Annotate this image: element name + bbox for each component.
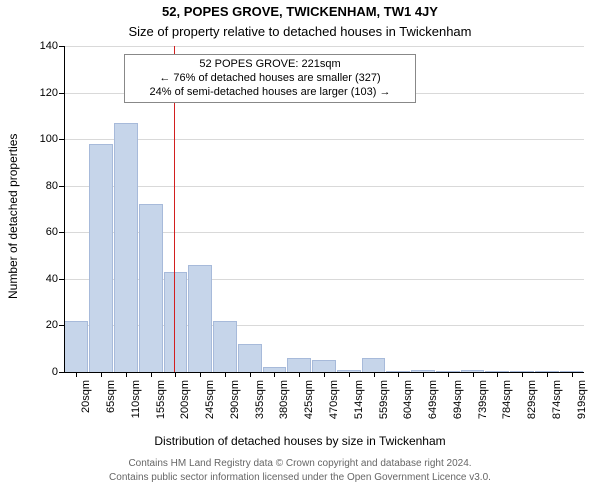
x-tick-label: 110sqm — [130, 380, 142, 434]
y-tick-label: 20 — [28, 319, 58, 331]
x-tick-label: 784sqm — [501, 380, 513, 434]
gridline — [64, 186, 584, 187]
x-tick-label: 380sqm — [278, 380, 290, 434]
x-tick-label: 604sqm — [402, 380, 414, 434]
x-tick-label: 200sqm — [179, 380, 191, 434]
histogram-bar — [287, 358, 311, 372]
y-tick-label: 60 — [28, 226, 58, 238]
x-tick-label: 155sqm — [155, 380, 167, 434]
x-tick-label: 65sqm — [105, 380, 117, 434]
y-tick-label: 120 — [28, 87, 58, 99]
y-tick-label: 80 — [28, 180, 58, 192]
x-tick-label: 290sqm — [229, 380, 241, 434]
x-tick-label: 335sqm — [254, 380, 266, 434]
footer-line-2: Contains public sector information licen… — [0, 472, 600, 483]
histogram-bar — [312, 360, 336, 372]
annotation-line: ← 76% of detached houses are smaller (32… — [131, 72, 409, 86]
x-tick-label: 470sqm — [328, 380, 340, 434]
x-tick-label: 245sqm — [204, 380, 216, 434]
y-axis-line — [64, 46, 65, 372]
annotation-line: 24% of semi-detached houses are larger (… — [131, 86, 409, 100]
chart-container: { "header": { "address": "52, POPES GROV… — [0, 0, 600, 500]
histogram-bar — [362, 358, 386, 372]
histogram-bar — [164, 272, 188, 372]
y-tick-label: 100 — [28, 133, 58, 145]
x-tick-label: 559sqm — [378, 380, 390, 434]
gridline — [64, 139, 584, 140]
annotation-box: 52 POPES GROVE: 221sqm← 76% of detached … — [124, 54, 416, 103]
histogram-bar — [114, 123, 138, 372]
x-tick-label: 874sqm — [551, 380, 563, 434]
y-tick-label: 40 — [28, 273, 58, 285]
x-tick-label: 739sqm — [477, 380, 489, 434]
x-tick-label: 649sqm — [427, 380, 439, 434]
x-tick-label: 919sqm — [576, 380, 588, 434]
histogram-bar — [139, 204, 163, 372]
plot-area: 02040608010012014020sqm65sqm110sqm155sqm… — [64, 46, 584, 372]
x-axis-line — [64, 372, 584, 373]
y-tick-label: 140 — [28, 40, 58, 52]
x-tick-label: 514sqm — [353, 380, 365, 434]
x-tick-label: 425sqm — [303, 380, 315, 434]
histogram-bar — [64, 321, 88, 372]
histogram-bar — [213, 321, 237, 372]
annotation-line: 52 POPES GROVE: 221sqm — [131, 58, 409, 72]
x-tick-label: 20sqm — [80, 380, 92, 434]
gridline — [64, 46, 584, 47]
histogram-bar — [238, 344, 262, 372]
histogram-bar — [188, 265, 212, 372]
y-tick-label: 0 — [28, 366, 58, 378]
x-axis-label: Distribution of detached houses by size … — [0, 434, 600, 448]
y-axis-label: Number of detached properties — [6, 134, 20, 299]
histogram-bar — [89, 144, 113, 372]
footer-line-1: Contains HM Land Registry data © Crown c… — [0, 458, 600, 469]
chart-subtitle: Size of property relative to detached ho… — [0, 24, 600, 39]
address-title: 52, POPES GROVE, TWICKENHAM, TW1 4JY — [0, 4, 600, 19]
x-tick-label: 829sqm — [526, 380, 538, 434]
x-tick-label: 694sqm — [452, 380, 464, 434]
